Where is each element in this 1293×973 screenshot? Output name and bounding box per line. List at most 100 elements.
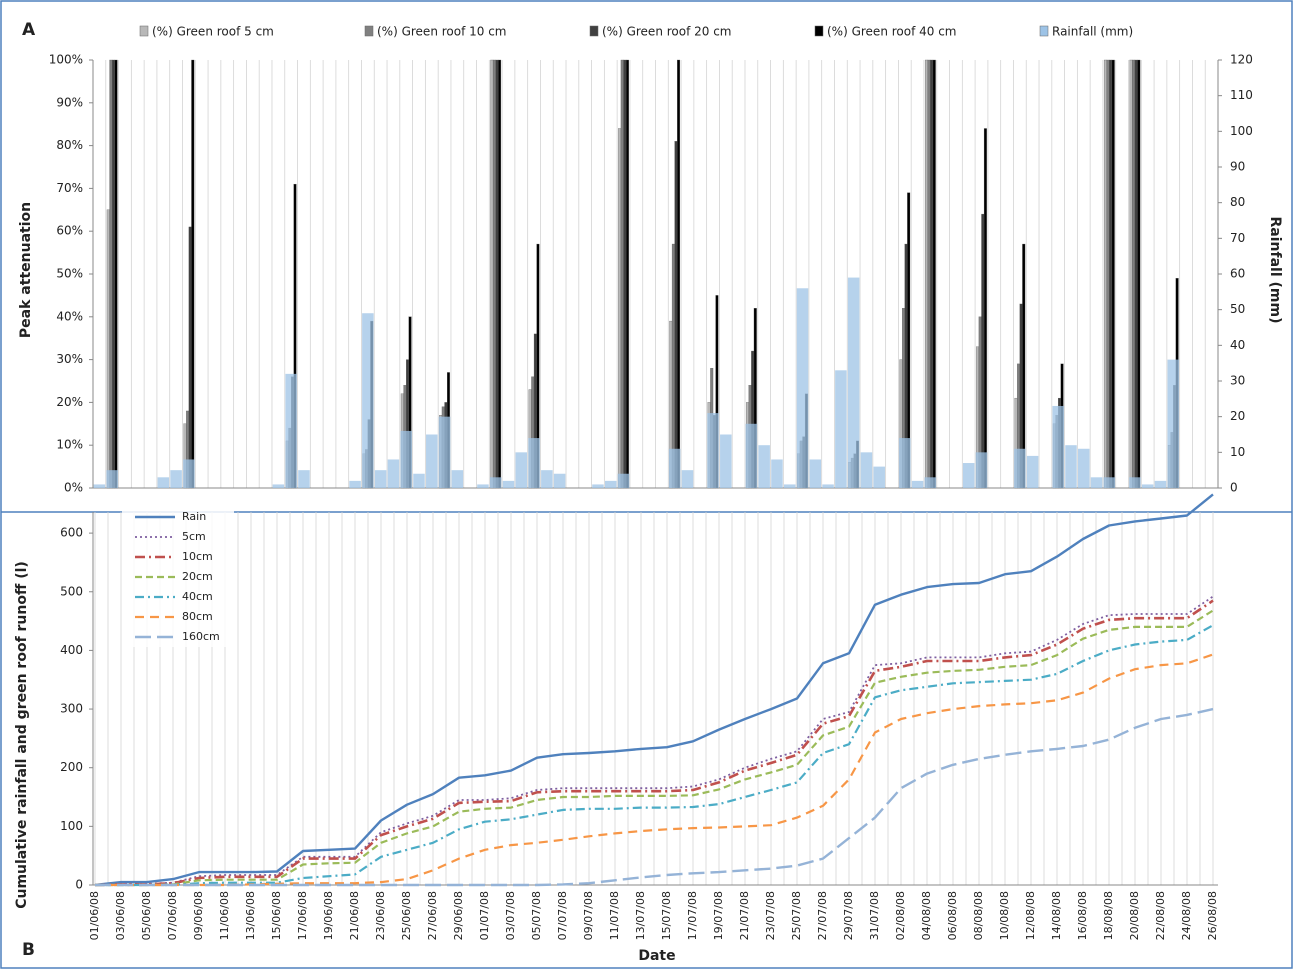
x-tick-label: 25/06/08	[400, 891, 413, 940]
bar	[783, 484, 796, 488]
y2-axis-title: Rainfall (mm)	[1267, 217, 1283, 324]
x-tick-label: 07/07/08	[556, 891, 569, 940]
y-tick-label: 400	[60, 643, 83, 657]
line	[95, 653, 1214, 887]
bar	[106, 209, 110, 489]
x-tick-label: 16/08/08	[1076, 891, 1089, 940]
bar	[924, 477, 937, 488]
x-tick-label: 27/06/08	[426, 891, 439, 940]
bar	[183, 459, 195, 488]
bar	[1137, 59, 1141, 489]
bar	[981, 213, 985, 489]
x-tick-label: 12/08/08	[1024, 891, 1037, 940]
bar	[1129, 59, 1133, 489]
bar	[109, 59, 113, 489]
x-tick-label: 19/06/08	[322, 891, 335, 940]
legend-label: (%) Green roof 10 cm	[377, 25, 507, 39]
legend-label: 160cm	[182, 630, 220, 643]
bar	[191, 59, 195, 489]
bar	[1103, 59, 1107, 489]
bar	[930, 59, 934, 489]
legend-label: Rainfall (mm)	[1052, 25, 1133, 39]
bar	[170, 470, 182, 488]
bar	[498, 59, 502, 489]
bar	[1141, 484, 1154, 488]
x-tick-label: 26/08/08	[1206, 891, 1219, 940]
bar	[1132, 59, 1136, 489]
y-tick-label: 500	[60, 584, 83, 598]
bar	[362, 313, 374, 488]
x-tick-label: 29/06/08	[452, 891, 465, 940]
x-tick-label: 01/06/08	[88, 891, 101, 940]
bar	[668, 448, 681, 488]
bar	[625, 59, 629, 489]
y2-tick-label: 120	[1230, 53, 1253, 67]
bar	[114, 59, 118, 489]
bar	[1154, 480, 1167, 488]
bar	[681, 470, 694, 488]
bar	[983, 128, 987, 489]
bar	[847, 277, 860, 488]
bar	[502, 480, 515, 488]
x-tick-label: 09/06/08	[192, 891, 205, 940]
legend-label: 5cm	[182, 530, 206, 543]
y-tick-label: 80%	[56, 138, 83, 152]
bar	[1014, 448, 1026, 488]
bar	[541, 470, 553, 488]
bar	[623, 59, 627, 489]
bar	[618, 128, 622, 489]
legend-swatch	[589, 25, 599, 37]
bar	[975, 452, 988, 488]
panel-label: A	[22, 20, 36, 40]
y2-tick-label: 50	[1230, 302, 1245, 316]
bar	[1167, 359, 1180, 488]
x-tick-label: 05/07/08	[530, 891, 543, 940]
legend-swatch	[364, 25, 374, 37]
x-tick-label: 07/06/08	[166, 891, 179, 940]
y-tick-label: 50%	[56, 267, 83, 281]
bar	[835, 370, 847, 488]
bar	[707, 413, 719, 488]
legend-swatch	[814, 25, 824, 37]
x-tick-label: 29/07/08	[842, 891, 855, 940]
bar	[1103, 477, 1116, 488]
legend-label: 40cm	[182, 590, 213, 603]
x-tick-label: 17/07/08	[686, 891, 699, 940]
y2-tick-label: 60	[1230, 267, 1245, 281]
bar	[1134, 59, 1138, 489]
x-tick-label: 11/07/08	[608, 891, 621, 940]
y2-tick-label: 30	[1230, 374, 1245, 388]
bar	[720, 434, 732, 488]
y-tick-label: 30%	[56, 352, 83, 366]
bar	[477, 484, 489, 488]
y2-tick-label: 40	[1230, 338, 1245, 352]
bar	[112, 59, 115, 489]
bar	[349, 480, 361, 488]
bar	[899, 438, 911, 488]
x-tick-label: 14/08/08	[1050, 891, 1063, 940]
bar	[605, 480, 617, 488]
bar	[927, 59, 931, 489]
y2-tick-label: 110	[1230, 88, 1253, 102]
legend-swatch	[139, 25, 149, 37]
bar	[553, 473, 566, 488]
x-tick-label: 03/07/08	[504, 891, 517, 940]
bar	[515, 452, 528, 488]
y2-tick-label: 20	[1230, 409, 1245, 423]
bar	[962, 463, 975, 488]
y2-tick-label: 90	[1230, 160, 1245, 174]
y-tick-label: 10%	[56, 438, 83, 452]
bar	[489, 477, 502, 488]
y-tick-label: 70%	[56, 181, 83, 195]
bar	[592, 484, 604, 488]
legend-label: 80cm	[182, 610, 213, 623]
x-tick-label: 06/08/08	[946, 891, 959, 940]
bar	[1065, 445, 1077, 488]
y-tick-label: 200	[60, 760, 83, 774]
bar	[495, 59, 499, 489]
x-tick-label: 21/06/08	[348, 891, 361, 940]
bar	[911, 480, 924, 488]
x-tick-label: 19/07/08	[712, 891, 725, 940]
y2-tick-label: 0	[1230, 481, 1238, 495]
